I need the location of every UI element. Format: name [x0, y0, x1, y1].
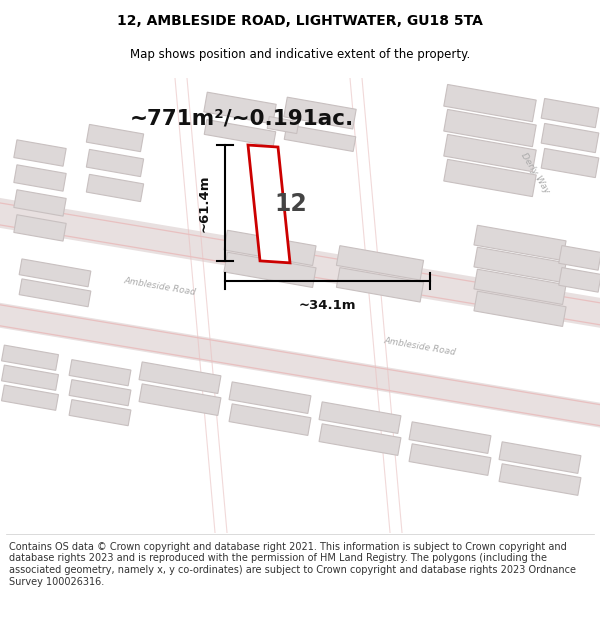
Polygon shape — [69, 359, 131, 386]
Polygon shape — [2, 385, 58, 411]
Polygon shape — [541, 124, 599, 152]
Polygon shape — [541, 148, 599, 178]
Text: ~771m²/~0.191ac.: ~771m²/~0.191ac. — [130, 108, 354, 128]
Polygon shape — [499, 442, 581, 473]
Polygon shape — [2, 365, 58, 391]
Polygon shape — [474, 225, 566, 261]
Polygon shape — [474, 248, 566, 282]
Polygon shape — [86, 174, 143, 202]
Polygon shape — [229, 404, 311, 436]
Polygon shape — [69, 399, 131, 426]
Polygon shape — [409, 444, 491, 476]
Polygon shape — [444, 134, 536, 172]
Polygon shape — [14, 215, 66, 241]
Polygon shape — [139, 362, 221, 394]
Text: 12: 12 — [275, 192, 307, 216]
Polygon shape — [474, 269, 566, 304]
Polygon shape — [204, 119, 276, 146]
Polygon shape — [0, 303, 600, 428]
Polygon shape — [0, 198, 600, 328]
Polygon shape — [474, 291, 566, 326]
Polygon shape — [444, 109, 536, 147]
Polygon shape — [14, 165, 66, 191]
Polygon shape — [14, 190, 66, 216]
Polygon shape — [224, 253, 316, 288]
Polygon shape — [19, 279, 91, 307]
Polygon shape — [14, 140, 66, 166]
Polygon shape — [204, 92, 276, 124]
Polygon shape — [337, 268, 424, 302]
Polygon shape — [284, 124, 356, 151]
Polygon shape — [2, 345, 58, 371]
Text: Contains OS data © Crown copyright and database right 2021. This information is : Contains OS data © Crown copyright and d… — [9, 542, 576, 586]
Polygon shape — [559, 246, 600, 270]
Polygon shape — [409, 422, 491, 453]
Polygon shape — [337, 246, 424, 280]
Polygon shape — [559, 268, 600, 292]
Polygon shape — [224, 230, 316, 266]
Polygon shape — [19, 259, 91, 287]
Polygon shape — [444, 84, 536, 122]
Polygon shape — [444, 159, 536, 197]
Text: Ambleside Road: Ambleside Road — [383, 336, 457, 357]
Polygon shape — [248, 145, 290, 263]
Polygon shape — [319, 402, 401, 434]
Text: Derly Way: Derly Way — [519, 151, 551, 195]
Polygon shape — [86, 149, 143, 177]
Text: Ambleside Road: Ambleside Road — [123, 276, 197, 298]
Text: 12, AMBLESIDE ROAD, LIGHTWATER, GU18 5TA: 12, AMBLESIDE ROAD, LIGHTWATER, GU18 5TA — [117, 14, 483, 28]
Polygon shape — [69, 379, 131, 406]
Polygon shape — [229, 382, 311, 414]
Polygon shape — [139, 384, 221, 416]
Polygon shape — [319, 424, 401, 456]
Text: ~34.1m: ~34.1m — [299, 299, 356, 312]
Polygon shape — [284, 97, 356, 129]
Text: Map shows position and indicative extent of the property.: Map shows position and indicative extent… — [130, 48, 470, 61]
Text: ~61.4m: ~61.4m — [198, 174, 211, 232]
Polygon shape — [267, 116, 299, 134]
Polygon shape — [499, 464, 581, 496]
Polygon shape — [86, 124, 143, 152]
Polygon shape — [541, 99, 599, 127]
